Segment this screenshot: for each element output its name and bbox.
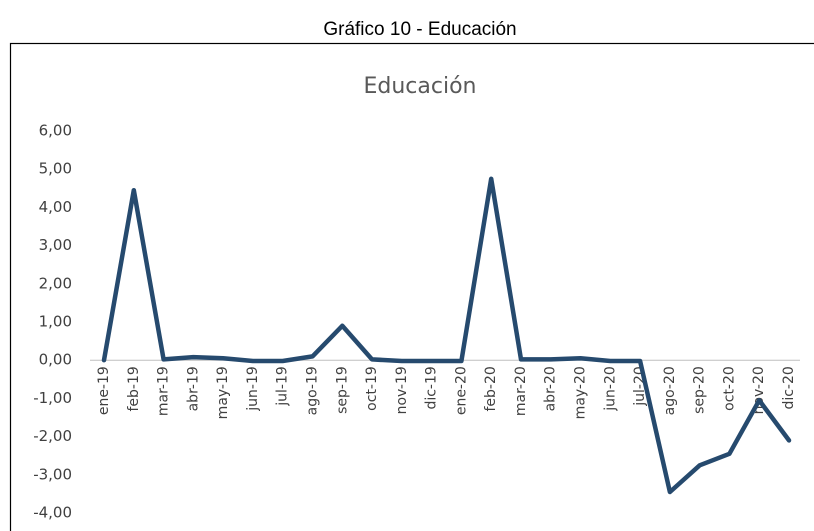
y-tick-label: 1,00 [39, 313, 72, 331]
x-tick-label: abr-19 [185, 366, 201, 411]
x-tick-label: ene-19 [96, 366, 112, 415]
x-tick-label: ene-20 [453, 366, 469, 415]
y-tick-label: 0,00 [39, 351, 72, 369]
y-tick-label: -1,00 [33, 389, 72, 407]
y-tick-label: 4,00 [39, 198, 72, 216]
x-tick-label: mar-20 [513, 366, 529, 416]
data-line [101, 176, 792, 495]
x-tick-label: sep-20 [692, 366, 708, 414]
y-tick-label: -3,00 [33, 465, 72, 483]
x-tick-label: abr-20 [543, 366, 559, 411]
x-tick-label: feb-20 [483, 366, 499, 411]
y-tick-label: 5,00 [39, 160, 72, 178]
y-tick-label: 3,00 [39, 236, 72, 254]
x-tick-label: jun-20 [602, 366, 618, 412]
x-tick-label: ago-19 [304, 366, 320, 415]
figure-caption: Gráfico 10 - Educación [323, 19, 516, 40]
y-tick-label: -4,00 [33, 504, 72, 522]
y-tick-label: 6,00 [39, 122, 72, 140]
x-tick-label: mar-19 [156, 366, 172, 416]
x-tick-label: may-20 [573, 366, 589, 419]
x-tick-label: oct-19 [364, 366, 380, 411]
x-tick-label: jun-19 [245, 366, 261, 412]
x-tick-label: nov-19 [394, 366, 410, 414]
x-tick-label: dic-19 [424, 366, 440, 409]
y-tick-label: 2,00 [39, 274, 72, 292]
x-tick-label: jul-19 [275, 366, 291, 407]
chart-title: Educación [364, 74, 477, 99]
y-tick-label: -2,00 [33, 427, 72, 445]
x-tick-label: dic-20 [781, 366, 797, 409]
x-tick-label: feb-19 [126, 366, 142, 411]
x-tick-label: ago-20 [662, 366, 678, 415]
x-tick-label: may-19 [215, 366, 231, 419]
x-tick-label: sep-19 [334, 366, 350, 414]
x-tick-label: oct-20 [721, 366, 737, 411]
chart-frame [9, 42, 814, 531]
